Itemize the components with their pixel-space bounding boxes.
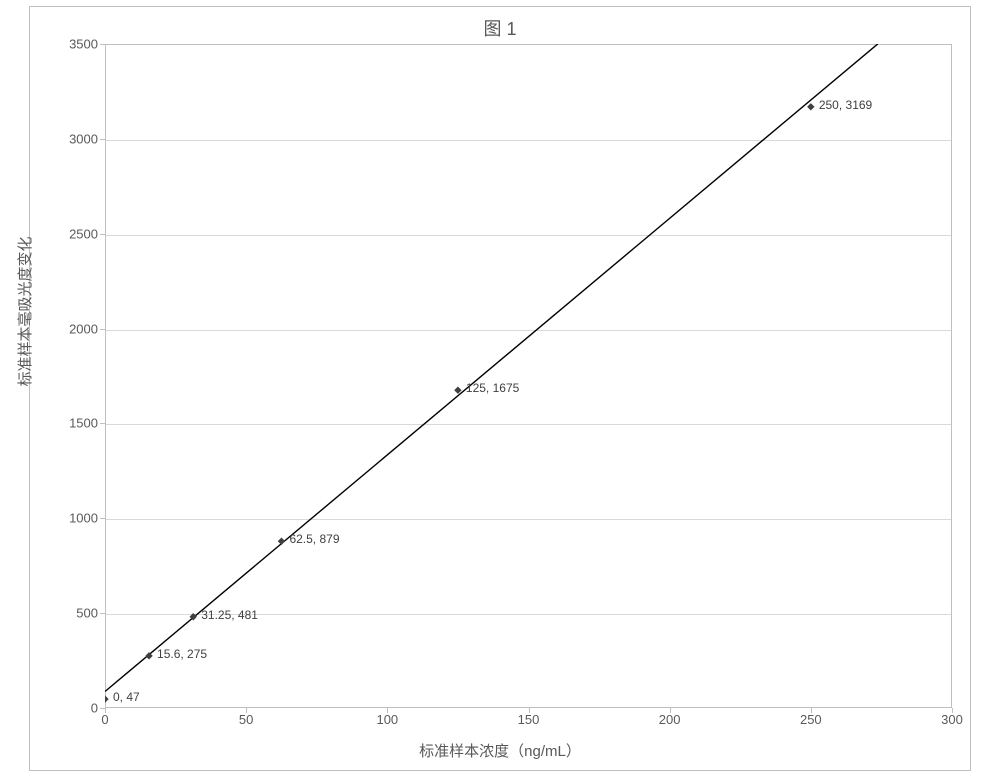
y-tick-label: 3000 (38, 131, 98, 146)
gridline-horizontal (106, 424, 951, 425)
x-tick-label: 200 (659, 712, 681, 727)
data-point-label: 31.25, 481 (201, 608, 258, 622)
data-point-label: 0, 47 (113, 690, 140, 704)
y-tick-mark (100, 329, 105, 330)
x-tick-mark (811, 708, 812, 713)
y-tick-mark (100, 139, 105, 140)
gridline-horizontal (106, 235, 951, 236)
chart-title: 图 1 (0, 15, 1000, 41)
gridline-horizontal (106, 519, 951, 520)
data-point-label: 62.5, 879 (289, 532, 339, 546)
x-tick-label: 300 (941, 712, 963, 727)
data-point-label: 250, 3169 (819, 98, 872, 112)
y-tick-label: 2000 (38, 321, 98, 336)
y-tick-mark (100, 613, 105, 614)
x-tick-label: 0 (101, 712, 108, 727)
x-tick-label: 50 (239, 712, 253, 727)
data-point-label: 125, 1675 (466, 381, 519, 395)
gridline-horizontal (106, 140, 951, 141)
x-tick-mark (105, 708, 106, 713)
x-tick-mark (246, 708, 247, 713)
x-tick-mark (387, 708, 388, 713)
y-tick-mark (100, 44, 105, 45)
y-tick-label: 0 (38, 701, 98, 716)
y-tick-mark (100, 234, 105, 235)
gridline-horizontal (106, 330, 951, 331)
y-tick-mark (100, 423, 105, 424)
y-tick-mark (100, 518, 105, 519)
data-point-label: 15.6, 275 (157, 647, 207, 661)
chart-container: 图 1 标准样本毫吸光度变化 标准样本浓度（ng/mL） 05001000150… (0, 0, 1000, 777)
x-tick-label: 150 (518, 712, 540, 727)
x-tick-mark (670, 708, 671, 713)
y-tick-label: 500 (38, 606, 98, 621)
x-tick-mark (529, 708, 530, 713)
x-axis-title: 标准样本浓度（ng/mL） (0, 740, 1000, 761)
y-tick-label: 1500 (38, 416, 98, 431)
x-tick-label: 100 (376, 712, 398, 727)
y-tick-label: 1000 (38, 511, 98, 526)
x-tick-mark (952, 708, 953, 713)
y-tick-label: 3500 (38, 37, 98, 52)
y-axis-title: 标准样本毫吸光度变化 (14, 236, 35, 386)
x-tick-label: 250 (800, 712, 822, 727)
y-tick-label: 2500 (38, 226, 98, 241)
